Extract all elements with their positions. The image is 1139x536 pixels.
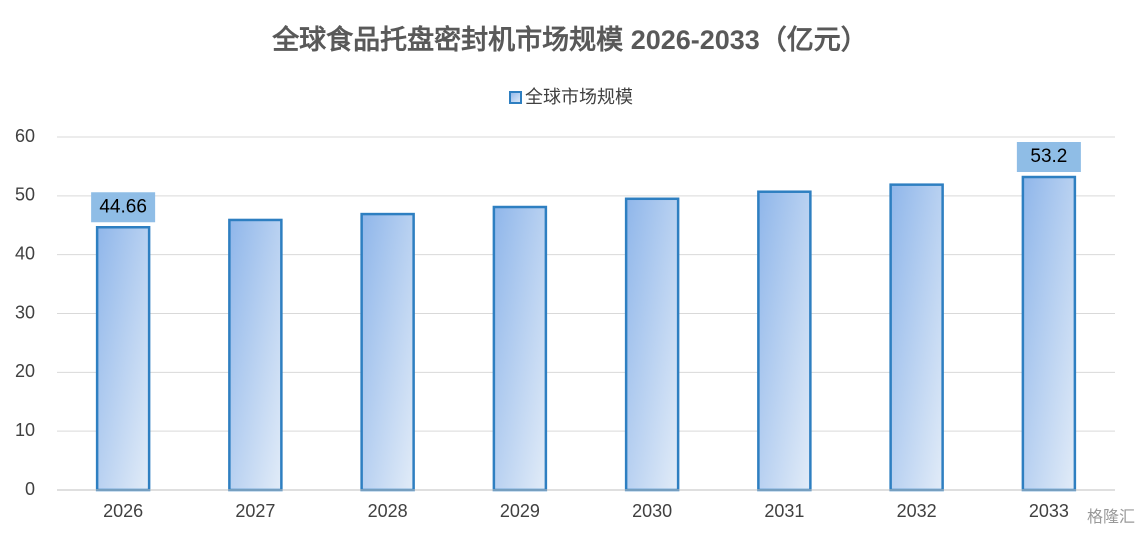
bar	[95, 226, 151, 492]
x-tick-label: 2026	[103, 501, 143, 521]
x-tick-label: 2027	[235, 501, 275, 521]
y-tick-label: 20	[15, 361, 35, 381]
x-tick-label: 2028	[368, 501, 408, 521]
x-tick-label: 2031	[764, 501, 804, 521]
bar	[360, 212, 415, 492]
data-label-box	[91, 192, 156, 223]
bar	[228, 218, 283, 492]
x-tick-label: 2032	[897, 501, 937, 521]
data-label-box	[1016, 142, 1081, 173]
watermark: 格隆汇	[1087, 508, 1135, 526]
legend-swatch	[509, 91, 522, 104]
y-tick-label: 50	[15, 185, 35, 205]
legend-label: 全球市场规模	[525, 87, 633, 107]
x-tick-label: 2029	[500, 501, 540, 521]
x-tick-label: 2030	[632, 501, 672, 521]
x-tick-label: 2033	[1029, 501, 1069, 521]
y-tick-label: 0	[25, 479, 35, 499]
chart-title: 全球食品托盘密封机市场规模 2026-2033（亿元）	[271, 24, 868, 55]
bar	[889, 183, 944, 492]
bar	[757, 190, 812, 492]
y-tick-label: 30	[15, 302, 35, 322]
bar	[624, 197, 680, 492]
data-label: 53.2	[1030, 146, 1067, 167]
y-tick-label: 10	[15, 420, 35, 440]
bar	[1021, 175, 1077, 492]
bar	[492, 205, 548, 492]
y-tick-label: 40	[15, 243, 35, 263]
data-label: 44.66	[99, 196, 147, 217]
y-tick-label: 60	[15, 126, 35, 146]
